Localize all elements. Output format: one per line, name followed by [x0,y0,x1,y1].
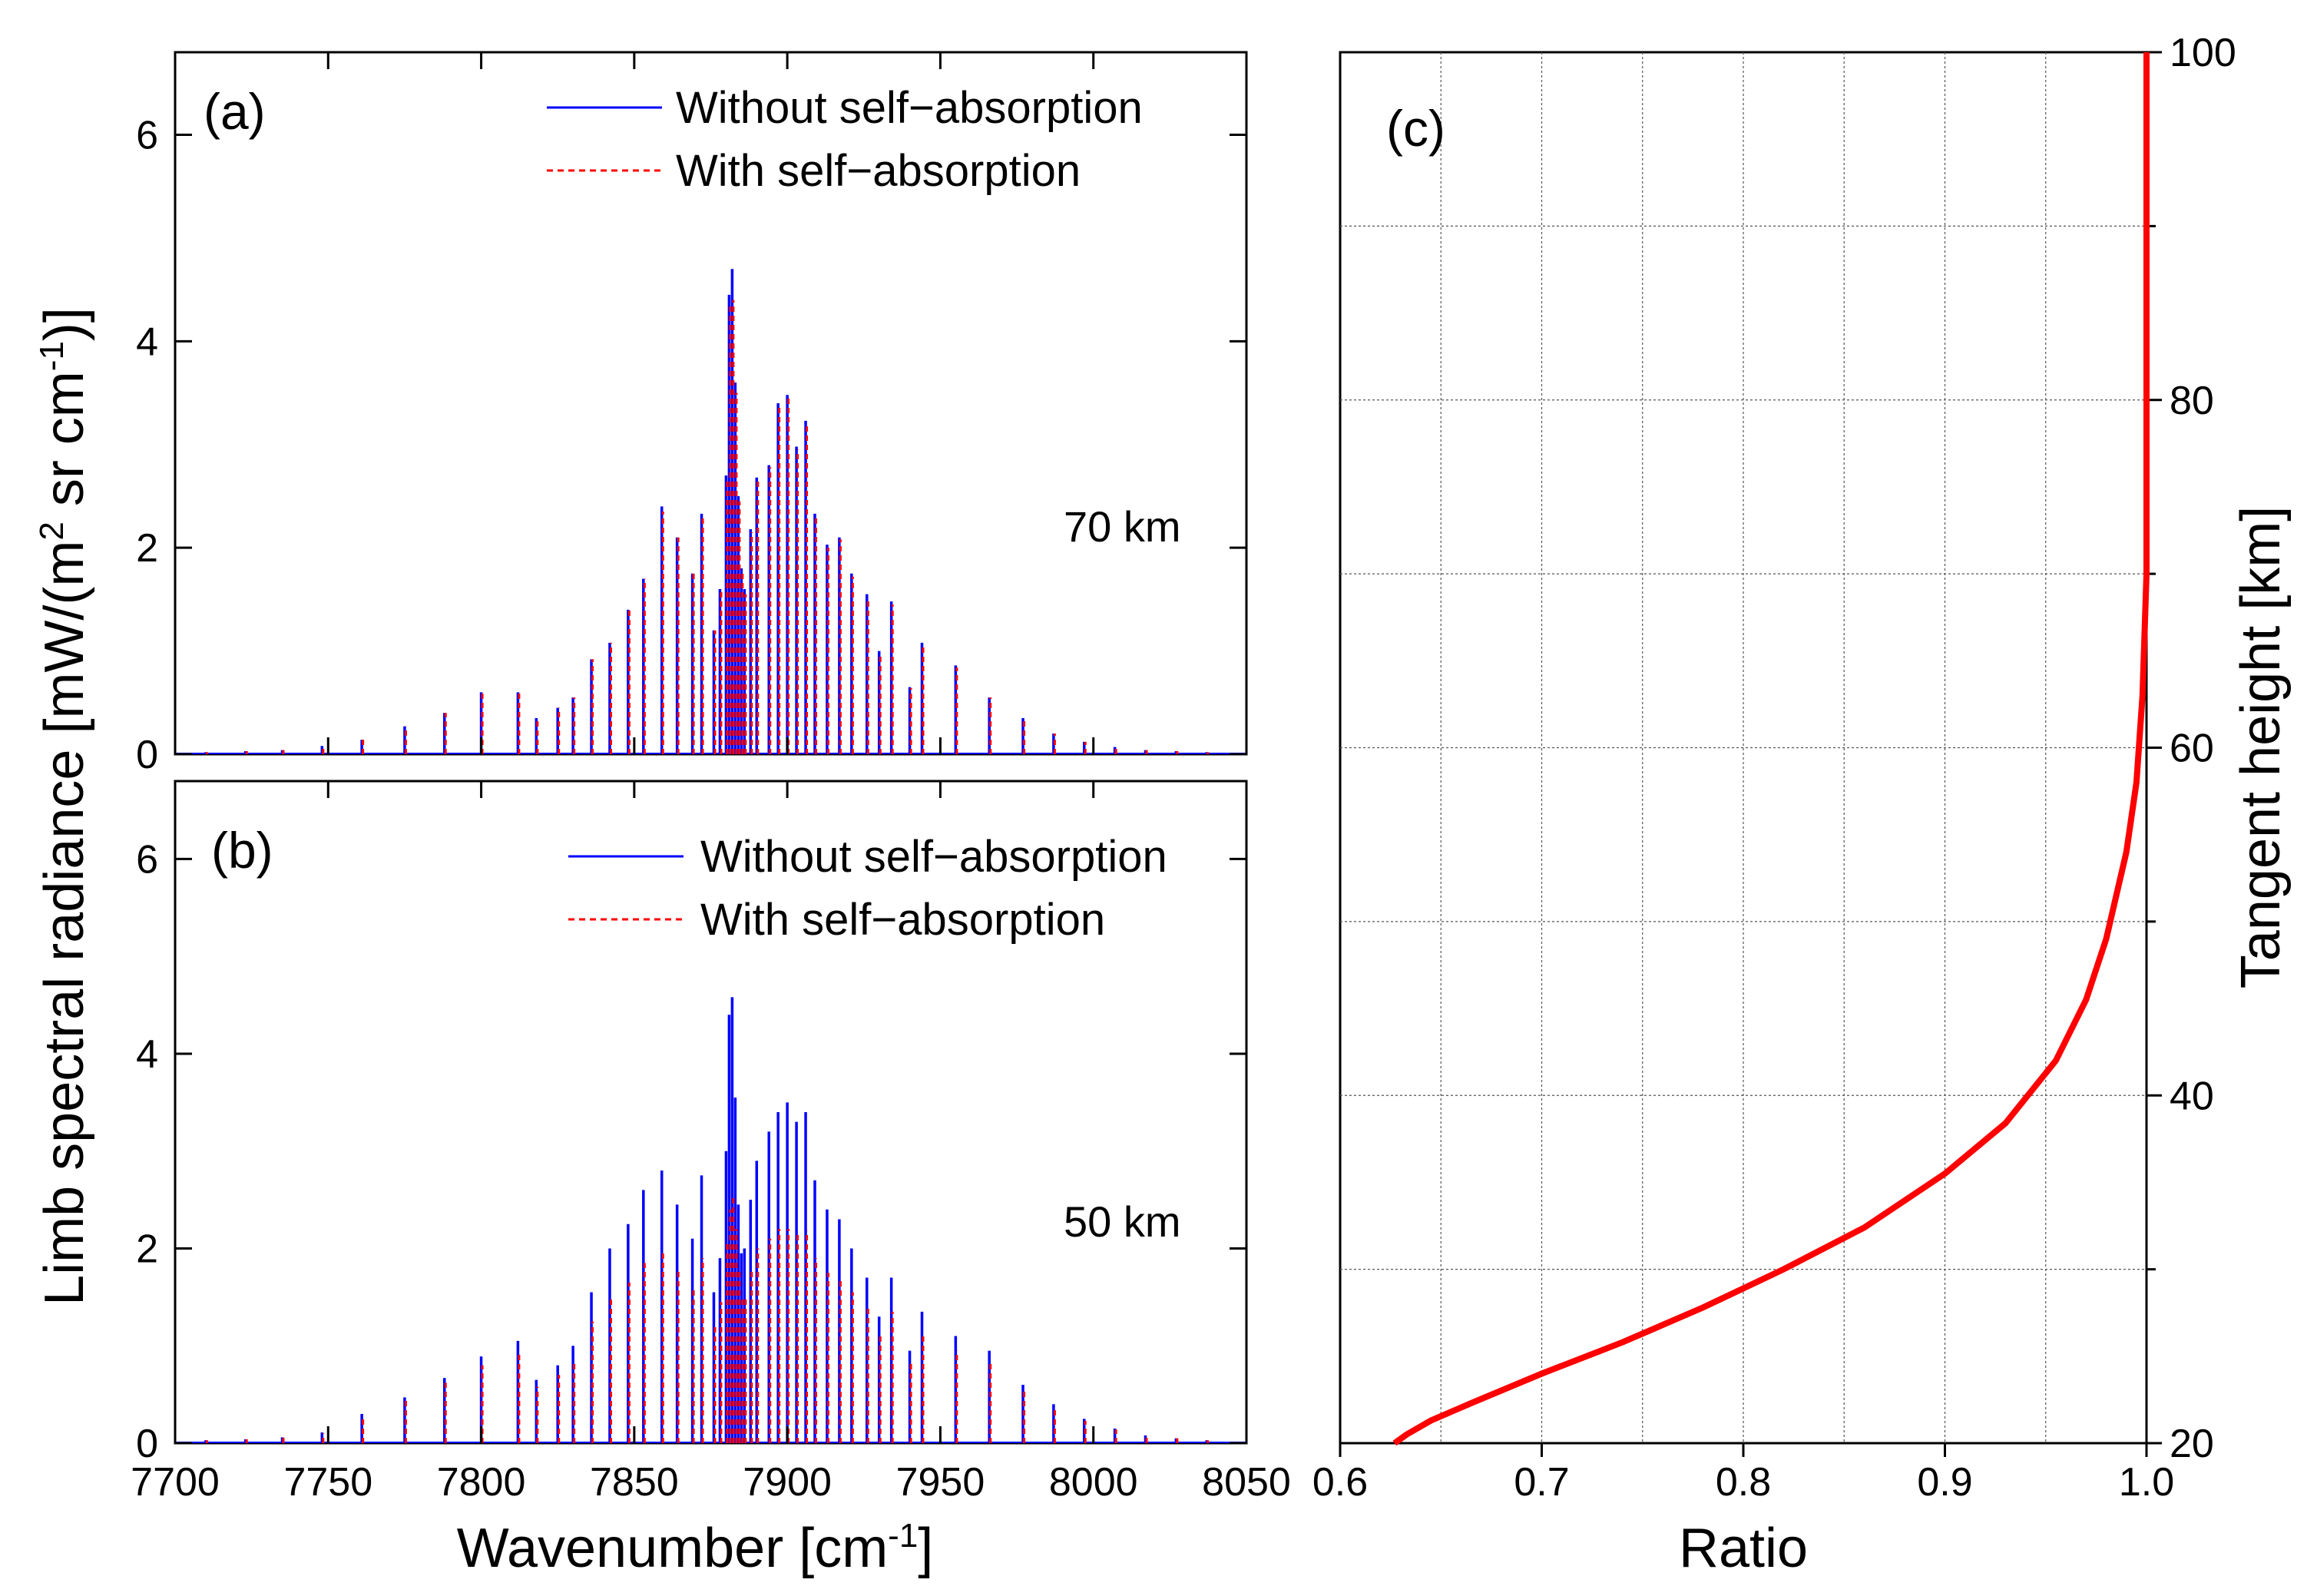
panel-b-spectrum [175,997,1246,1443]
ytick-label-3: 6 [136,114,158,158]
ytick-label-1: 2 [136,526,158,571]
ratio-curve [1392,52,2150,1446]
ylabel-radiance: Limb spectral radiance [mW/(m2 sr cm-1)] [33,307,95,1306]
c-ytick-label-2: 60 [2170,727,2214,771]
xtick-label-1: 7750 [283,1460,372,1505]
panel-a-yticks: 0 2 4 6 [136,114,1246,777]
c-ytick-label-3: 80 [2170,379,2214,423]
legend-b-with-label: With self−absorption [700,895,1105,945]
legend-a-with-label: With self−absorption [676,146,1081,196]
panel-b-xticks: 7700 7750 7800 7850 7900 7950 8000 8050 [131,781,1291,1505]
panel-c-label: (c) [1386,100,1445,157]
legend-a-without-label: Without self−absorption [676,83,1143,133]
c-xtick-label-3: 0.9 [1917,1460,1972,1505]
xtick-label-2: 7800 [437,1460,526,1505]
legend-b-without-label: Without self−absorption [700,832,1167,882]
ylabel-tangent-height: Tangent height [km] [2230,506,2292,988]
c-xtick-label-4: 1.0 [2119,1460,2174,1505]
xlabel-wavenumber: Wavenumber [cm-1] [457,1517,934,1579]
panel-c: 20 40 60 80 100 0.6 0.7 0.8 0.9 1.0 (c) Ratio Ta… [1312,31,2292,1579]
ytick-label-0: 0 [136,1422,158,1466]
ytick-label-1: 2 [136,1227,158,1271]
panel-b-annotation: 50 km [1064,1197,1181,1246]
panel-c-xticks: 0.6 0.7 0.8 0.9 1.0 [1312,1443,2174,1505]
ytick-label-0: 0 [136,733,158,777]
panel-a-spectrum [175,269,1246,754]
ytick-label-2: 4 [136,1032,158,1077]
c-ytick-label-1: 40 [2170,1074,2214,1118]
panel-a-annotation: 70 km [1064,502,1181,551]
c-ytick-label-4: 100 [2170,31,2236,75]
xtick-label-0: 7700 [131,1460,220,1505]
c-ytick-label-0: 20 [2170,1422,2214,1466]
panel-b-yticks: 0 2 4 6 [136,837,1246,1466]
ytick-label-2: 4 [136,320,158,364]
xtick-label-6: 8000 [1049,1460,1138,1505]
xtick-label-7: 8050 [1202,1460,1291,1505]
panel-c-yticks: 20 40 60 80 100 [2147,31,2236,1466]
xtick-label-4: 7900 [743,1460,832,1505]
xtick-label-3: 7850 [590,1460,679,1505]
ytick-label-3: 6 [136,837,158,882]
panel-c-grid [1340,52,2147,1443]
xlabel-ratio: Ratio [1679,1518,1808,1579]
c-xtick-label-1: 0.7 [1514,1460,1569,1505]
panel-a-label: (a) [204,83,266,140]
panel-a-xticks [174,52,1248,754]
panel-b-label: (b) [211,822,273,879]
c-xtick-label-0: 0.6 [1312,1460,1368,1505]
xtick-label-5: 7950 [896,1460,985,1505]
panel-b: 0 2 4 6 7700 7750 7800 7850 7900 7950 8000 8050 (b… [131,780,1291,1505]
c-xtick-label-2: 0.8 [1716,1460,1771,1505]
panel-a: 0 2 4 6 (a) Without self−absorption With se… [136,51,1248,777]
